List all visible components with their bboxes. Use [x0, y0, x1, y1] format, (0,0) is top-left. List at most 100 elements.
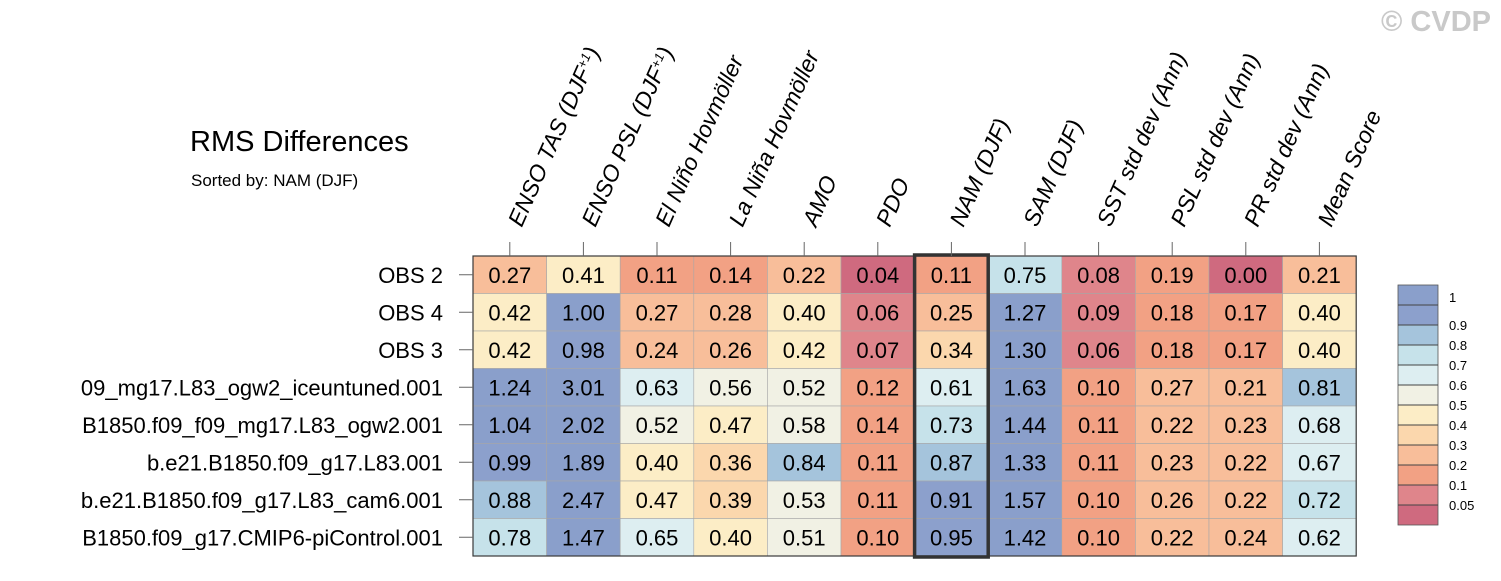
cell-value: 0.22 — [783, 263, 826, 288]
cell-value: 0.26 — [1151, 488, 1194, 513]
cell-value: 0.18 — [1151, 338, 1194, 363]
cell-value: 1.24 — [488, 375, 531, 400]
cell-value: 1.33 — [1004, 450, 1047, 475]
heatmap-cell — [472, 443, 547, 482]
cell-value: 3.01 — [562, 375, 605, 400]
row-label: 09_mg17.L83_ogw2_iceuntuned.001 — [81, 375, 443, 400]
cell-value: 0.22 — [1224, 450, 1267, 475]
colorbar-label: 0.7 — [1449, 358, 1467, 373]
watermark: © CVDP — [1381, 6, 1491, 38]
cell-value: 0.22 — [1151, 525, 1194, 550]
cell-value: 0.63 — [636, 375, 679, 400]
heatmap-cell — [767, 518, 842, 557]
cell-value: 0.47 — [709, 413, 752, 438]
heatmap-cell — [767, 255, 842, 294]
heatmap-cell — [914, 443, 989, 482]
heatmap-cell — [1135, 293, 1210, 332]
colorbar-label: 0.1 — [1449, 478, 1467, 493]
colorbar-swatch — [1398, 425, 1438, 445]
cell-value: 0.87 — [930, 450, 973, 475]
heatmap-cell — [767, 405, 842, 444]
cell-value: 0.27 — [1151, 375, 1194, 400]
cell-value: 0.14 — [856, 413, 899, 438]
cell-value: 0.40 — [709, 525, 752, 550]
heatmap-cell — [987, 518, 1063, 557]
cell-value: 0.53 — [783, 488, 826, 513]
cell-value: 0.22 — [1224, 488, 1267, 513]
heatmap-cell — [914, 518, 989, 557]
heatmap-cell — [1208, 293, 1283, 332]
cell-value: 0.98 — [562, 338, 605, 363]
heatmap-cell — [914, 368, 989, 407]
cell-value: 0.99 — [488, 450, 531, 475]
cell-value: 0.07 — [856, 338, 899, 363]
heatmap-cell — [693, 293, 768, 332]
cell-value: 0.11 — [1078, 413, 1119, 438]
heatmap-cell — [1208, 480, 1283, 519]
cell-value: 0.09 — [1077, 300, 1120, 325]
cell-value: 0.91 — [930, 488, 973, 513]
heatmap-cell — [546, 480, 621, 519]
cell-value: 0.06 — [856, 300, 899, 325]
heatmap-cell — [693, 480, 768, 519]
cell-value: 0.62 — [1298, 525, 1341, 550]
cell-value: 0.58 — [783, 413, 826, 438]
heatmap-cell — [1135, 255, 1210, 294]
cell-value: 1.30 — [1004, 338, 1047, 363]
cell-value: 0.25 — [930, 300, 973, 325]
cell-value: 0.67 — [1298, 450, 1341, 475]
heatmap-cell — [1282, 518, 1357, 557]
row-label: OBS 2 — [378, 263, 443, 288]
column-label: AMO — [796, 171, 842, 231]
colorbar-label: 0.3 — [1449, 438, 1467, 453]
column-label: PDO — [871, 174, 915, 230]
cell-value: 1.47 — [562, 525, 605, 550]
colorbar-label: 0.6 — [1449, 378, 1467, 393]
row-label: OBS 3 — [378, 338, 443, 363]
colorbar-label: 0.2 — [1449, 458, 1467, 473]
cell-value: 0.06 — [1077, 338, 1120, 363]
row-label: B1850.f09_g17.CMIP6-piControl.001 — [82, 525, 443, 550]
cell-value: 0.12 — [856, 375, 899, 400]
cell-value: 0.73 — [930, 413, 973, 438]
cell-value: 0.81 — [1298, 375, 1341, 400]
heatmap-cell — [1061, 443, 1136, 482]
cell-value: 0.42 — [783, 338, 826, 363]
heatmap-cell — [1061, 368, 1136, 407]
cell-value: 0.51 — [783, 525, 826, 550]
row-label: B1850.f09_f09_mg17.L83_ogw2.001 — [82, 413, 443, 438]
heatmap-cell — [767, 293, 842, 332]
heatmap-cell — [693, 518, 768, 557]
column-label: NAM (DJF) — [944, 114, 1015, 230]
cell-value: 0.17 — [1224, 338, 1267, 363]
heatmap-cell — [619, 518, 695, 557]
cell-value: 1.44 — [1004, 413, 1047, 438]
cell-value: 0.78 — [488, 525, 531, 550]
heatmap-cell — [546, 293, 621, 332]
heatmap-cell — [840, 368, 915, 407]
cell-value: 0.84 — [783, 450, 826, 475]
row-label: b.e21.B1850.f09_g17.L83_cam6.001 — [81, 488, 443, 513]
cell-value: 0.10 — [1077, 488, 1120, 513]
cell-value: 0.04 — [856, 263, 899, 288]
cell-value: 2.47 — [562, 488, 605, 513]
heatmap-cell — [619, 330, 695, 369]
heatmap-cell — [1208, 330, 1283, 369]
colorbar-swatch — [1398, 285, 1438, 305]
colorbar-swatch — [1398, 365, 1438, 385]
cell-value: 0.47 — [636, 488, 679, 513]
cell-value: 2.02 — [562, 413, 605, 438]
cell-value: 1.42 — [1004, 525, 1047, 550]
cell-value: 0.18 — [1151, 300, 1194, 325]
heatmap-cell — [1061, 480, 1136, 519]
cell-value: 0.11 — [1078, 450, 1119, 475]
cell-value: 0.40 — [1298, 300, 1341, 325]
cell-value: 0.21 — [1224, 375, 1267, 400]
heatmap-cell — [987, 443, 1063, 482]
heatmap-cell — [1208, 405, 1283, 444]
cell-value: 0.11 — [931, 263, 972, 288]
row-label: OBS 4 — [378, 300, 443, 325]
cell-value: 0.11 — [857, 488, 898, 513]
heatmap-cell — [1135, 480, 1210, 519]
cell-value: 0.75 — [1004, 263, 1047, 288]
